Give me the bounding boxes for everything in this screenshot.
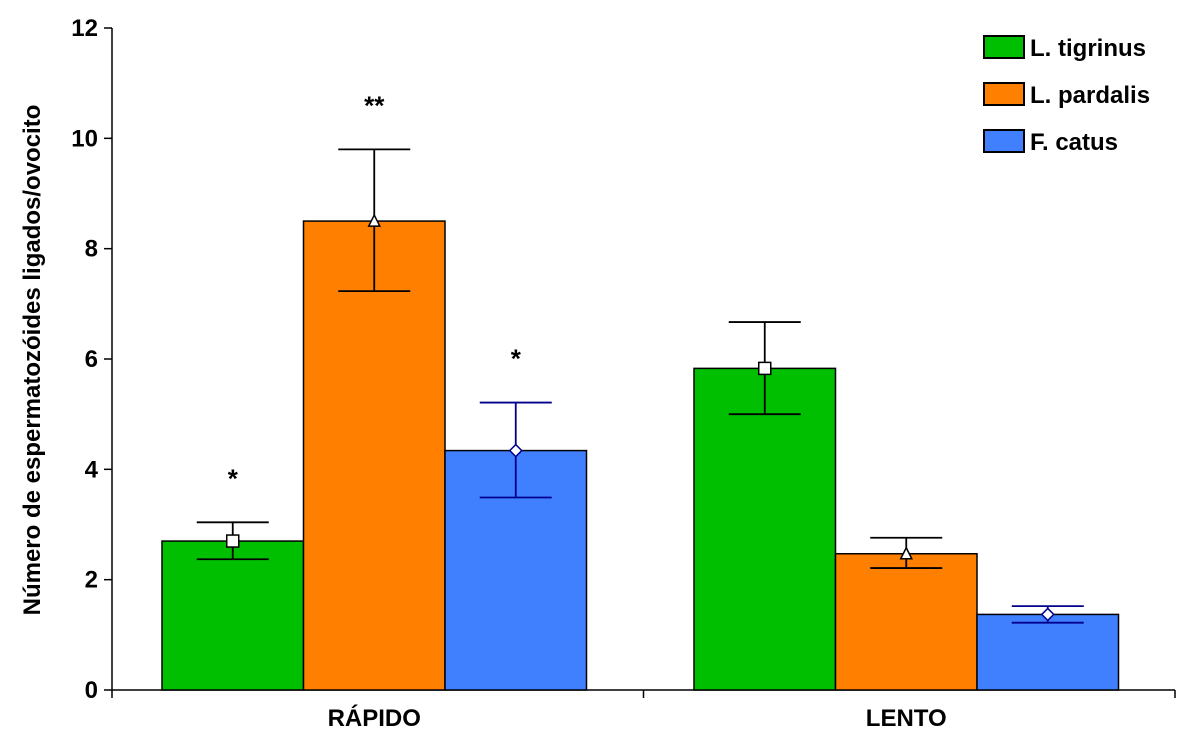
legend: L. tigrinus L. pardalis F. catus bbox=[983, 35, 1150, 156]
y-tick-label: 2 bbox=[85, 567, 98, 594]
y-tick-label: 6 bbox=[85, 346, 98, 373]
bars-group bbox=[161, 220, 1120, 691]
significance-label: ** bbox=[364, 90, 385, 120]
y-tick-label: 12 bbox=[71, 15, 98, 42]
significance-labels-group: **** bbox=[228, 90, 522, 493]
mean-marker-triangle bbox=[899, 546, 913, 560]
bar bbox=[834, 552, 978, 691]
mean-marker-square bbox=[758, 361, 772, 376]
y-axis-title: Número de espermatozóides ligados/ovocit… bbox=[19, 105, 46, 616]
legend-label: L. pardalis bbox=[1030, 82, 1150, 109]
y-tick-label: 10 bbox=[71, 125, 98, 152]
mean-marker-square bbox=[226, 534, 240, 548]
y-tick-label: 0 bbox=[85, 677, 98, 704]
bar bbox=[693, 367, 837, 691]
y-tick-label: 4 bbox=[85, 456, 99, 483]
significance-label: * bbox=[511, 344, 522, 374]
bar bbox=[161, 540, 305, 691]
legend-label: F. catus bbox=[1030, 129, 1118, 156]
bar bbox=[302, 220, 446, 691]
y-tick-label: 8 bbox=[85, 236, 98, 263]
significance-label: * bbox=[228, 463, 239, 493]
mean-marker-diamond bbox=[1040, 607, 1055, 622]
legend-swatch bbox=[983, 82, 1025, 106]
legend-swatch bbox=[983, 129, 1025, 153]
mean-marker-diamond bbox=[508, 443, 523, 458]
legend-label: L. tigrinus bbox=[1030, 35, 1146, 62]
bar bbox=[976, 613, 1120, 691]
x-category-label: RÁPIDO bbox=[328, 704, 421, 732]
mean-markers-group bbox=[226, 213, 1055, 622]
mean-marker-triangle bbox=[367, 213, 381, 227]
x-category-label: LENTO bbox=[866, 705, 947, 732]
legend-swatch bbox=[983, 35, 1025, 59]
